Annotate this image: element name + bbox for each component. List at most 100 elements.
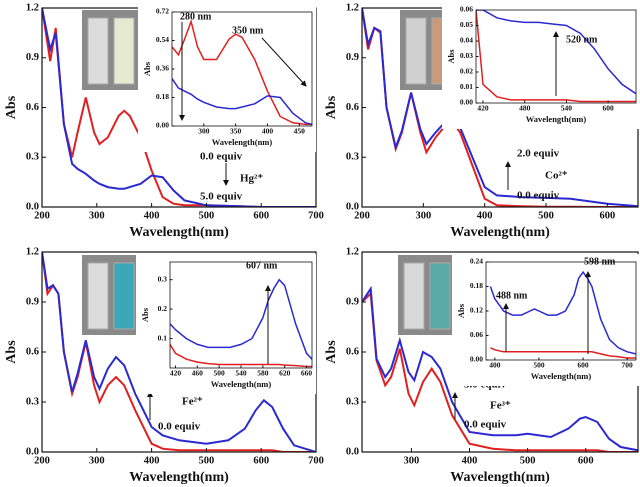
y-tick-label: 0.0 bbox=[346, 201, 359, 212]
annotation: 280 nm bbox=[180, 11, 212, 22]
annotation: 598 nm bbox=[584, 256, 616, 267]
annotation: 2.0 equiv bbox=[517, 148, 560, 160]
y-tick-label: 0.54 bbox=[156, 35, 169, 44]
arrow bbox=[261, 37, 307, 87]
y-tick-label: 0.05 bbox=[460, 20, 473, 29]
x-tick-label: 400 bbox=[144, 455, 160, 466]
x-tick-label: 500 bbox=[538, 210, 554, 221]
y-tick-label: 0.18 bbox=[470, 281, 483, 290]
y-tick-label: 0.18 bbox=[156, 92, 169, 101]
x-tick-label: 600 bbox=[253, 210, 269, 221]
cuvette bbox=[87, 17, 109, 85]
x-tick-label: 500 bbox=[199, 210, 215, 221]
y-tick-label: 0.9 bbox=[26, 52, 39, 63]
x-tick-label: 620 bbox=[279, 369, 291, 378]
annotation: 0.0 equiv bbox=[517, 190, 560, 202]
annotation: 350 nm bbox=[232, 25, 264, 36]
y-tick-label: 0.0 bbox=[26, 446, 39, 457]
x-axis-label: Wavelength(nm) bbox=[450, 470, 550, 485]
y-tick-label: 0.9 bbox=[346, 296, 359, 307]
x-tick-label: 500 bbox=[199, 455, 215, 466]
x-tick-label: 400 bbox=[489, 361, 501, 370]
x-tick-label: 500 bbox=[520, 455, 536, 466]
x-tick-label: 200 bbox=[354, 210, 370, 221]
x-axis-label: Wavelength(nm) bbox=[450, 225, 550, 240]
x-tick-label: 540 bbox=[235, 369, 247, 378]
y-axis-label: Abs bbox=[140, 307, 150, 322]
y-tick-label: 0.6 bbox=[26, 346, 39, 357]
cuvette bbox=[113, 262, 135, 330]
y-axis-label: Abs bbox=[4, 95, 19, 119]
y-axis-label: Abs bbox=[456, 303, 466, 318]
x-tick-label: 400 bbox=[477, 210, 493, 221]
inset-background bbox=[138, 4, 316, 152]
y-tick-label: 0.36 bbox=[156, 64, 169, 73]
y-tick-label: 0.00 bbox=[156, 121, 169, 130]
annotation: Hg²⁺ bbox=[240, 173, 263, 185]
x-tick-label: 500 bbox=[214, 369, 226, 378]
x-tick-label: 200 bbox=[34, 210, 50, 221]
y-tick-label: 0.03 bbox=[460, 51, 473, 60]
x-tick-label: 600 bbox=[578, 455, 594, 466]
x-tick-label: 700 bbox=[622, 361, 634, 370]
y-tick-label: 0.02 bbox=[460, 67, 473, 76]
y-tick-label: 0.0 bbox=[346, 446, 359, 457]
cuvette bbox=[113, 17, 135, 85]
y-tick-label: 0.72 bbox=[156, 7, 169, 16]
x-tick-label: 600 bbox=[577, 361, 589, 370]
y-axis-label: Abs bbox=[324, 95, 339, 119]
y-tick-label: 1.2 bbox=[26, 246, 39, 257]
y-axis-label: Abs bbox=[324, 340, 339, 364]
spectrum-line bbox=[490, 347, 636, 359]
y-tick-label: 1.2 bbox=[346, 2, 359, 13]
y-tick-label: 0.00 bbox=[460, 98, 473, 107]
annotation: Fe²⁺ bbox=[182, 396, 203, 408]
x-tick-label: 200 bbox=[34, 455, 50, 466]
spectrum-line bbox=[489, 270, 636, 355]
x-axis-label: Wavelength(nm) bbox=[211, 379, 272, 389]
x-axis-label: Wavelength(nm) bbox=[526, 114, 587, 124]
y-tick-label: 0.9 bbox=[346, 52, 359, 63]
y-tick-label: 0.3 bbox=[26, 396, 39, 407]
annotation: 0.0 equiv bbox=[158, 421, 201, 433]
x-tick-label: 300 bbox=[198, 127, 210, 136]
cuvette bbox=[87, 262, 109, 330]
y-tick-label: 1.2 bbox=[26, 2, 39, 13]
y-tick-label: 0.06 bbox=[460, 5, 473, 14]
x-tick-label: 300 bbox=[415, 210, 431, 221]
x-tick-label: 600 bbox=[253, 455, 269, 466]
x-tick-label: 400 bbox=[462, 455, 478, 466]
x-tick-label: 300 bbox=[89, 210, 105, 221]
y-tick-label: 0.04 bbox=[460, 36, 473, 45]
y-tick-label: 0.6 bbox=[26, 102, 39, 113]
x-tick-label: 400 bbox=[144, 210, 160, 221]
spectrum-line bbox=[362, 8, 638, 207]
x-axis-label: Wavelength(nm) bbox=[129, 225, 229, 240]
y-axis-label: Abs bbox=[4, 340, 19, 364]
cuvette bbox=[429, 262, 451, 330]
annotation: Co²⁺ bbox=[545, 170, 568, 182]
x-tick-label: 600 bbox=[599, 210, 615, 221]
x-tick-label: 500 bbox=[533, 361, 545, 370]
annotation: 0.0 equiv bbox=[464, 419, 507, 431]
x-tick-label: 420 bbox=[477, 104, 489, 113]
y-tick-label: 0.3 bbox=[346, 396, 359, 407]
annotation: 0.0 equiv bbox=[200, 151, 243, 163]
y-tick-label: 0.1 bbox=[158, 333, 168, 342]
annotation: 5.0 equiv bbox=[200, 191, 243, 203]
annotation: 520 nm bbox=[566, 34, 598, 45]
x-tick-label: 700 bbox=[308, 455, 324, 466]
x-tick-label: 300 bbox=[404, 455, 420, 466]
y-tick-label: 1.2 bbox=[346, 246, 359, 257]
y-tick-label: 0.6 bbox=[346, 102, 359, 113]
x-tick-label: 300 bbox=[89, 455, 105, 466]
spectrum-line bbox=[362, 285, 638, 452]
x-tick-label: 600 bbox=[603, 104, 615, 113]
annotation: Fe³⁺ bbox=[490, 400, 511, 412]
x-axis-label: Wavelength(nm) bbox=[129, 470, 229, 485]
y-tick-label: 0.3 bbox=[158, 274, 168, 283]
y-tick-label: 0.24 bbox=[470, 257, 483, 266]
spectrum-line bbox=[362, 291, 638, 452]
spectrum-line bbox=[172, 18, 312, 126]
